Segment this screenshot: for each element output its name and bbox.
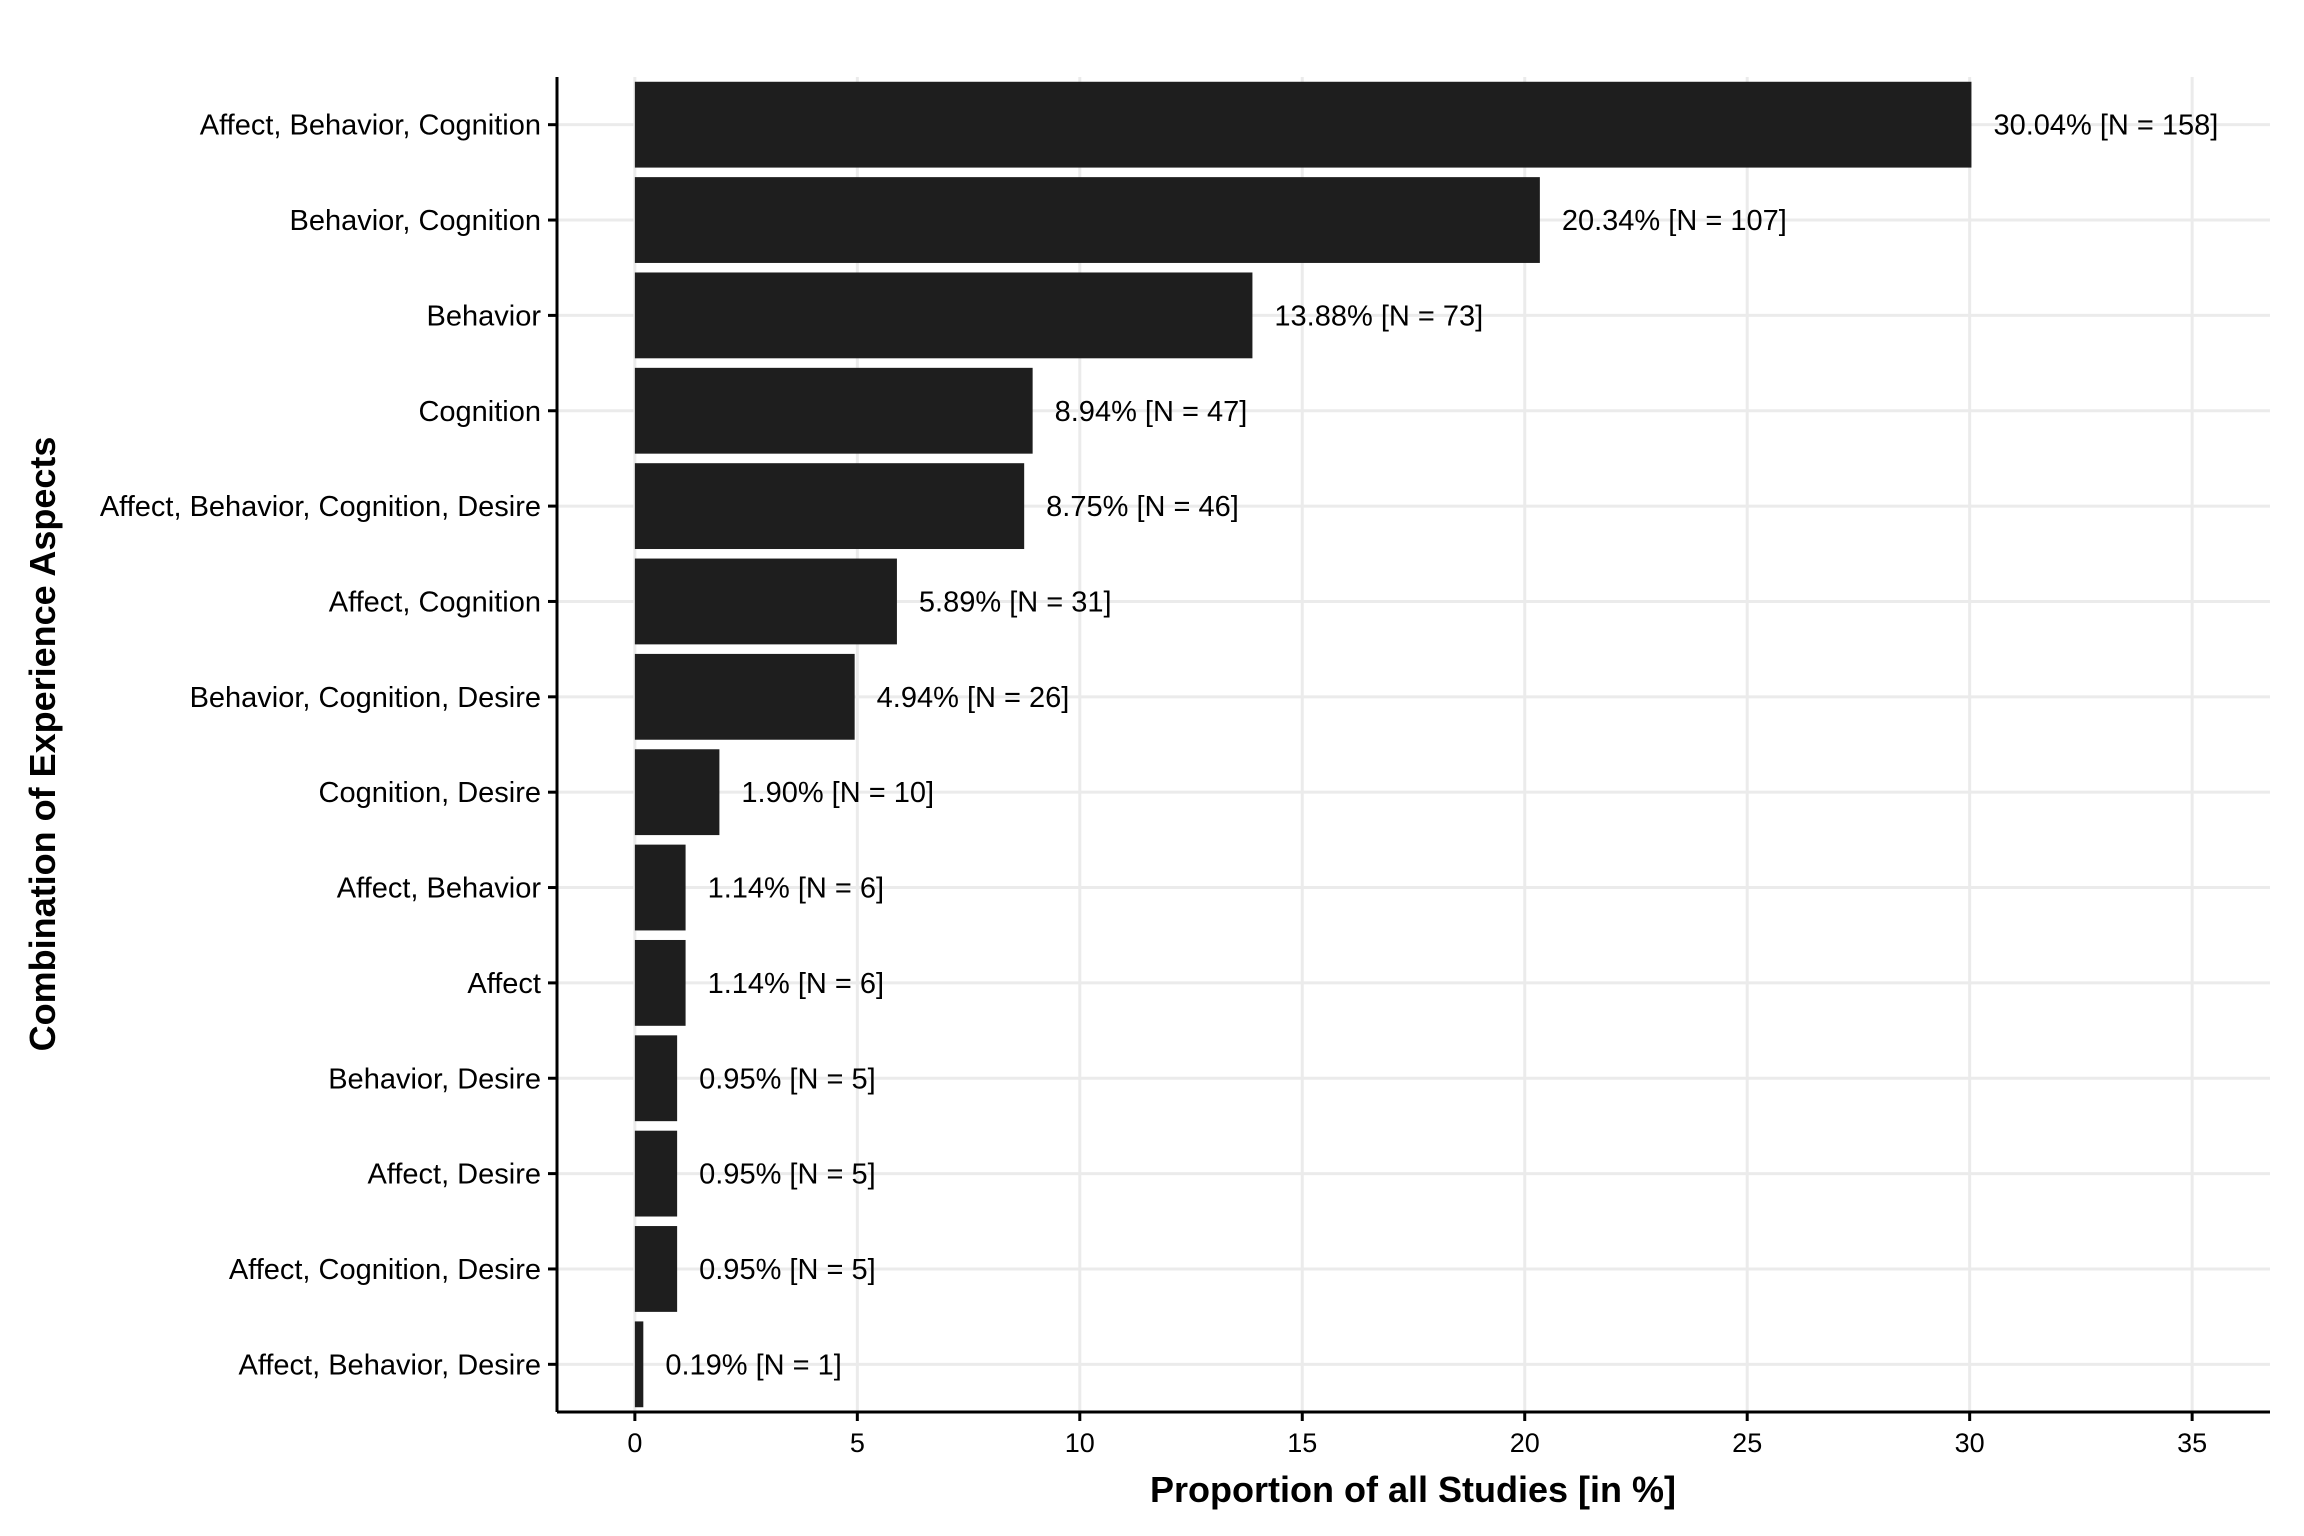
- bar-data-label: 8.94% [N = 47]: [1055, 396, 1248, 428]
- x-axis-title: Proportion of all Studies [in %]: [1150, 1469, 1676, 1510]
- bar-data-label: 30.04% [N = 158]: [1993, 110, 2218, 142]
- x-tick-label: 10: [1065, 1428, 1095, 1458]
- bar-data-label: 0.95% [N = 5]: [699, 1254, 876, 1286]
- bar: [634, 81, 1972, 168]
- y-tick-label: Behavior: [427, 300, 542, 332]
- bar: [634, 844, 686, 931]
- x-tick-label: 15: [1287, 1428, 1317, 1458]
- bar: [634, 1130, 678, 1217]
- bar: [634, 1035, 678, 1122]
- bar: [634, 1321, 644, 1408]
- bar: [634, 1226, 678, 1312]
- x-axis-ticks: 0 5 10 15 20 25 30 35: [627, 1412, 2207, 1458]
- bar-data-label: 1.14% [N = 6]: [708, 873, 885, 905]
- y-axis-categories: Affect, Behavior, Cognition Behavior, Cog…: [100, 110, 557, 1381]
- x-tick-label: 30: [1955, 1428, 1985, 1458]
- bar: [634, 177, 1540, 263]
- bar-data-label: 4.94% [N = 26]: [877, 682, 1070, 714]
- bar-data-label: 1.14% [N = 6]: [708, 968, 885, 1000]
- bar-data-labels: 30.04% [N = 158] 20.34% [N = 107] 13.88% […: [665, 110, 2218, 1382]
- y-tick-label: Affect, Behavior: [337, 873, 542, 905]
- bar-data-label: 0.95% [N = 5]: [699, 1063, 876, 1095]
- bar-data-label: 5.89% [N = 31]: [919, 586, 1112, 618]
- y-tick-label: Cognition: [418, 396, 541, 428]
- x-tick-label: 0: [627, 1428, 642, 1458]
- bar-data-label: 8.75% [N = 46]: [1046, 491, 1239, 523]
- y-tick-label: Affect, Desire: [367, 1159, 541, 1191]
- y-tick-label: Behavior, Cognition, Desire: [190, 682, 541, 714]
- x-tick-label: 20: [1510, 1428, 1540, 1458]
- y-tick-label: Affect, Behavior, Cognition: [200, 110, 541, 142]
- y-tick-label: Behavior, Desire: [328, 1063, 541, 1095]
- x-tick-label: 25: [1732, 1428, 1762, 1458]
- bar: [634, 653, 855, 740]
- y-tick-label: Affect, Cognition: [329, 586, 541, 618]
- bar-data-label: 0.95% [N = 5]: [699, 1159, 876, 1191]
- bar-data-label: 1.90% [N = 10]: [741, 777, 934, 809]
- x-tick-label: 5: [850, 1428, 865, 1458]
- y-tick-label: Affect: [467, 968, 541, 1000]
- bar: [634, 939, 686, 1026]
- y-tick-label: Affect, Behavior, Desire: [238, 1349, 541, 1381]
- bar: [634, 749, 720, 836]
- y-tick-label: Affect, Behavior, Cognition, Desire: [100, 491, 541, 523]
- bar: [634, 558, 897, 645]
- bar-data-label: 0.19% [N = 1]: [665, 1349, 842, 1381]
- bar: [634, 272, 1253, 359]
- bar: [634, 367, 1033, 454]
- axes: [555, 77, 2270, 1414]
- y-tick-label: Affect, Cognition, Desire: [229, 1254, 541, 1286]
- bar: [634, 463, 1025, 550]
- bars: [634, 81, 1972, 1408]
- bar-data-label: 13.88% [N = 73]: [1274, 300, 1483, 332]
- bar-data-label: 20.34% [N = 107]: [1562, 205, 1787, 237]
- y-tick-label: Cognition, Desire: [319, 777, 541, 809]
- x-tick-label: 35: [2177, 1428, 2207, 1458]
- y-axis-title: Combination of Experience Aspects: [22, 437, 63, 1052]
- y-tick-label: Behavior, Cognition: [290, 205, 542, 237]
